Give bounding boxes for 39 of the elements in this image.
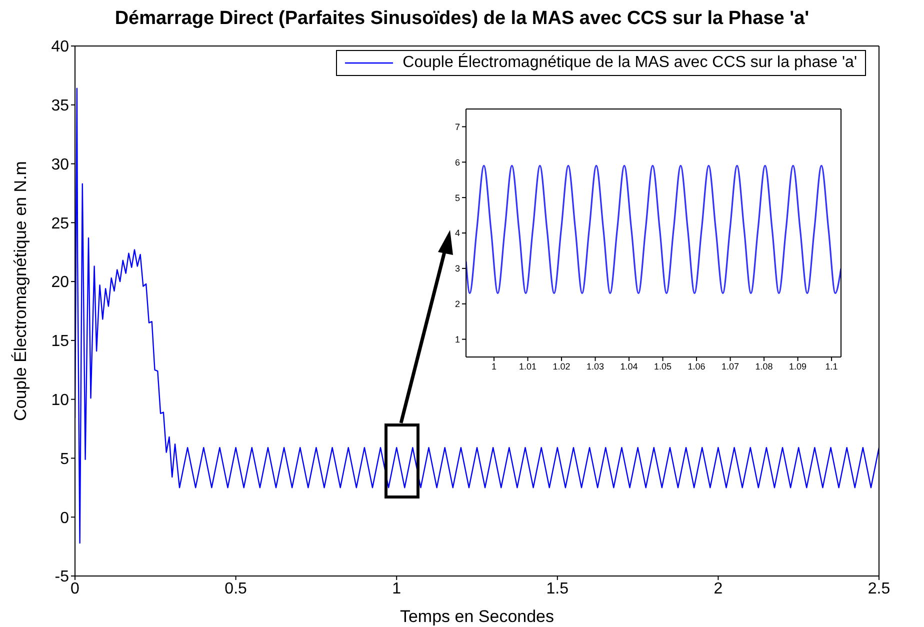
y-tick-label: 30 [51, 156, 70, 174]
x-axis-title: Temps en Secondes [400, 607, 554, 626]
x-tick-label: 1.04 [620, 361, 638, 372]
y-axis-title: Couple Électromagnétique en N.m [11, 161, 30, 421]
line-series [75, 88, 879, 544]
x-tick-label: 1.07 [722, 361, 740, 372]
x-tick-label: 1.1 [825, 361, 838, 372]
x-tick-label: 1.05 [654, 361, 672, 372]
y-tick-label: 6 [454, 157, 460, 168]
chart-title: Démarrage Direct (Parfaites Sinusoïdes) de la MAS avec CCS sur la Phase 'a' [114, 8, 810, 30]
y-tick-label: 3 [454, 264, 460, 274]
x-tick-label: 1 [392, 580, 402, 598]
y-tick-label: 0 [60, 510, 70, 527]
y-tick-label: 20 [51, 274, 70, 292]
x-tick-label: 1.02 [552, 361, 570, 372]
x-tick-label: 0.5 [224, 580, 248, 598]
y-tick-label: 25 [51, 215, 70, 232]
y-tick-label: 4 [454, 228, 460, 238]
x-tick-label: 1.5 [546, 580, 569, 598]
y-tick-label: 1 [454, 334, 460, 344]
x-tick-label: 1.01 [519, 361, 537, 372]
y-tick-label: 15 [51, 333, 70, 350]
x-tick-label: 2.5 [868, 580, 890, 598]
x-tick-label: 1.09 [789, 361, 807, 372]
y-tick-label: 5 [60, 450, 70, 468]
y-tick-label: 35 [51, 98, 70, 115]
line-series [466, 164, 841, 294]
y-tick-label: 5 [454, 192, 460, 203]
legend-label: Couple Électromagnétique de la MAS avec CCS sur la phase 'a' [402, 54, 857, 72]
x-tick-label: 1.03 [586, 361, 604, 372]
y-tick-label: 7 [454, 122, 460, 132]
x-tick-label: 1.06 [688, 361, 706, 372]
y-tick-label: 10 [51, 392, 70, 410]
x-tick-label: 1.08 [755, 361, 773, 372]
x-tick-label: 2 [714, 580, 723, 598]
y-tick-label: 2 [454, 299, 460, 310]
x-tick-label: 1 [492, 361, 497, 372]
y-tick-label: -5 [54, 568, 70, 586]
y-tick-label: 40 [51, 38, 70, 56]
